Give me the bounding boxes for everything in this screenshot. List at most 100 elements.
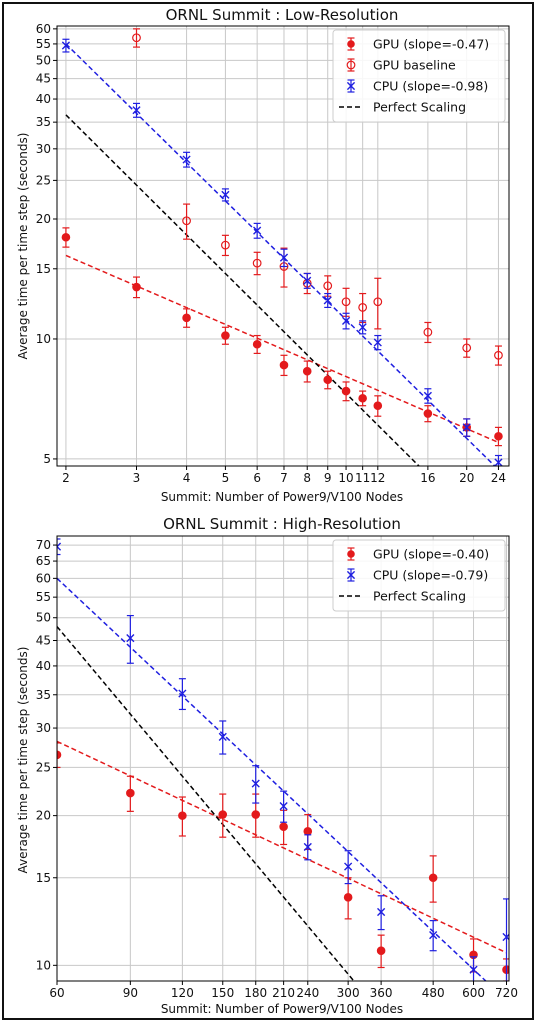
y-tick-label: 25 xyxy=(36,173,51,187)
y-tick-label: 45 xyxy=(36,72,51,86)
x-tick-label: 11 xyxy=(355,471,370,485)
data-point-cpu-slope-0-79 xyxy=(279,802,288,811)
x-marker-stroke xyxy=(132,106,141,115)
y-tick-label: 60 xyxy=(36,22,51,36)
data-point-cpu-slope-0-98 xyxy=(182,155,191,164)
legend-item-perfect-scaling: Perfect Scaling xyxy=(339,589,466,604)
y-tick-label: 25 xyxy=(36,760,51,774)
data-point-gpu-slope-0-40 xyxy=(251,810,261,819)
legend-item-gpu-slope-0-47: GPU (slope=-0.47) xyxy=(347,37,489,52)
y-tick-label: 45 xyxy=(36,633,51,647)
x-marker-stroke xyxy=(429,931,438,940)
data-point-cpu-slope-0-98 xyxy=(61,41,71,50)
data-point-gpu-slope-0-40 xyxy=(428,873,438,883)
x-marker-stroke xyxy=(218,732,227,741)
data-point-gpu-slope-0-40 xyxy=(343,893,353,902)
x-marker-stroke xyxy=(303,276,312,285)
x-tick-label: 3 xyxy=(133,471,141,485)
x-tick-label: 240 xyxy=(296,986,319,1000)
data-point-cpu-slope-0-98 xyxy=(253,226,262,235)
y-tick-label: 50 xyxy=(36,611,51,625)
x-tick-label: 12 xyxy=(370,471,385,485)
legend-label: GPU (slope=-0.40) xyxy=(373,547,489,562)
y-tick-label: 60 xyxy=(36,571,51,585)
data-point-gpu-slope-0-40 xyxy=(376,946,386,956)
data-point-cpu-slope-0-98 xyxy=(358,323,367,332)
x-marker-stroke xyxy=(377,907,386,917)
x-marker-stroke xyxy=(323,296,332,305)
data-point-gpu-slope-0-47 xyxy=(323,375,333,385)
data-point-cpu-slope-0-79 xyxy=(218,732,227,741)
plot-area-border xyxy=(56,25,510,467)
x-tick-label: 7 xyxy=(280,471,288,485)
legend-label: CPU (slope=-0.98) xyxy=(373,79,488,94)
x-tick-label: 180 xyxy=(244,986,267,1000)
data-point-gpu-baseline xyxy=(221,240,230,250)
legend-swatch xyxy=(346,570,356,580)
x-marker-stroke xyxy=(61,41,71,50)
fit-line-cpu-slope-0-79 xyxy=(57,577,487,981)
x-axis-label: Summit: Number of Power9/V100 Nodes xyxy=(161,490,403,504)
data-point-gpu-slope-0-47 xyxy=(494,431,503,441)
data-point-cpu-slope-0-98 xyxy=(423,391,432,400)
x-marker-stroke xyxy=(373,338,382,347)
x-marker-stroke xyxy=(221,190,230,199)
y-tick-label: 55 xyxy=(36,37,51,51)
legend-item-gpu-baseline: GPU baseline xyxy=(346,58,456,73)
legend: GPU (slope=-0.40) CPU (slope=-0.79) Perfec… xyxy=(332,539,506,612)
legend-swatch xyxy=(346,60,356,70)
legend-item-cpu-slope-0-79: CPU (slope=-0.79) xyxy=(346,568,488,583)
data-point-gpu-slope-0-47 xyxy=(358,393,367,403)
x-marker-stroke xyxy=(251,779,260,788)
y-axis-label: Average time per time step (seconds) xyxy=(16,647,30,874)
data-point-gpu-baseline xyxy=(182,216,191,226)
x-marker-stroke xyxy=(279,253,289,262)
data-point-cpu-slope-0-98 xyxy=(462,423,471,432)
data-point-gpu-baseline xyxy=(373,297,383,307)
data-point-cpu-slope-0-79 xyxy=(377,907,386,917)
legend-swatch xyxy=(346,81,356,91)
x-tick-label: 2 xyxy=(62,471,70,485)
x-tick-label: 720 xyxy=(495,986,518,1000)
legend-label: CPU (slope=-0.79) xyxy=(373,568,488,583)
x-marker-stroke xyxy=(57,545,62,551)
x-marker-stroke xyxy=(469,965,478,974)
data-point-gpu-baseline xyxy=(423,327,433,337)
y-tick-label: 50 xyxy=(36,53,51,67)
legend-box xyxy=(332,29,506,123)
x-tick-label: 20 xyxy=(459,471,474,485)
x-tick-label: 360 xyxy=(370,986,393,1000)
data-point-gpu-slope-0-40 xyxy=(126,788,135,798)
data-point-cpu-slope-0-79 xyxy=(344,862,353,871)
data-point-gpu-baseline xyxy=(341,297,351,307)
y-tick-label: 70 xyxy=(36,538,51,552)
data-point-gpu-baseline xyxy=(462,343,472,353)
x-marker-stroke xyxy=(57,542,62,548)
data-point-gpu-baseline xyxy=(494,350,503,360)
data-point-gpu-slope-0-47 xyxy=(341,386,351,396)
data-point-cpu-slope-0-98 xyxy=(341,316,351,326)
x-marker-stroke xyxy=(178,689,187,698)
chart-title: ORNL Summit : Low-Resolution xyxy=(166,6,399,24)
x-marker-stroke xyxy=(253,226,262,235)
legend-item-perfect-scaling: Perfect Scaling xyxy=(339,100,466,115)
y-axis-label: Average time per time step (seconds) xyxy=(16,133,30,360)
data-point-gpu-slope-0-47 xyxy=(373,401,383,411)
x-tick-label: 300 xyxy=(337,986,360,1000)
fit-line-perfect-scaling xyxy=(57,626,355,981)
y-tick-label: 55 xyxy=(36,590,51,604)
x-tick-label: 9 xyxy=(324,471,332,485)
fit-line-cpu-slope-0-98 xyxy=(65,43,496,466)
legend-swatch xyxy=(347,40,355,48)
x-marker-stroke xyxy=(182,155,191,164)
x-tick-label: 5 xyxy=(222,471,230,485)
data-point-cpu-slope-0-98 xyxy=(279,253,289,262)
data-point-gpu-baseline xyxy=(323,281,333,291)
x-tick-label: 8 xyxy=(303,471,311,485)
x-tick-label: 4 xyxy=(183,471,191,485)
data-point-cpu-slope-0-98 xyxy=(132,106,141,115)
x-tick-label: 6 xyxy=(253,471,261,485)
x-tick-label: 10 xyxy=(338,471,353,485)
legend-label: Perfect Scaling xyxy=(373,100,466,115)
